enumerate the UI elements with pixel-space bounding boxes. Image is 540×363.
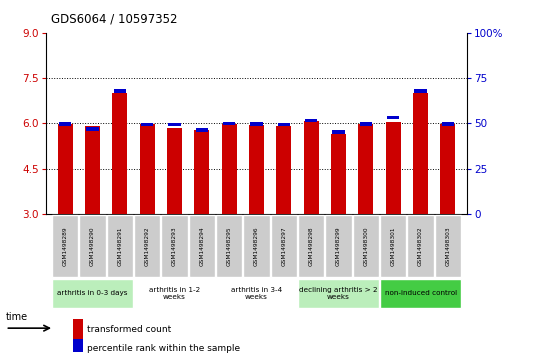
Text: GSM1498298: GSM1498298 [309,226,314,266]
Bar [167,128,182,214]
Bar [442,122,454,126]
Bar [216,215,242,277]
Bar [326,215,352,277]
Bar [333,130,345,134]
Bar [380,215,407,277]
Bar [380,279,461,307]
Text: GSM1498296: GSM1498296 [254,226,259,266]
Bar [415,89,427,93]
Bar [303,121,319,214]
Bar [221,125,237,214]
Bar [298,279,379,307]
Bar [223,122,235,125]
Text: arthritis in 1-2
weeks: arthritis in 1-2 weeks [149,287,200,299]
Bar [271,215,297,277]
Bar [73,339,83,359]
Bar [305,119,318,122]
Text: GDS6064 / 10597352: GDS6064 / 10597352 [51,12,178,25]
Bar [168,122,180,126]
Bar [73,319,83,339]
Bar [195,128,208,132]
Bar [276,126,292,214]
Bar [86,127,99,131]
Bar [298,215,325,277]
Text: declining arthritis > 2
weeks: declining arthritis > 2 weeks [299,287,378,299]
Text: GSM1498303: GSM1498303 [446,226,450,266]
Text: time: time [5,312,28,322]
Bar [134,279,215,307]
Bar [85,126,100,214]
Text: transformed count: transformed count [87,325,171,334]
Bar [251,122,262,126]
Bar [52,279,133,307]
Bar [59,122,71,126]
Bar [141,122,153,126]
Text: arthritis in 3-4
weeks: arthritis in 3-4 weeks [231,287,282,299]
Text: GSM1498297: GSM1498297 [281,226,286,266]
Bar [331,134,346,214]
Bar [360,122,372,126]
Bar [386,122,401,214]
Text: GSM1498300: GSM1498300 [363,226,368,266]
Bar [139,125,154,214]
Text: GSM1498289: GSM1498289 [63,226,68,266]
Bar [353,215,379,277]
Bar [58,124,72,214]
Text: GSM1498295: GSM1498295 [227,226,232,266]
Bar [413,93,428,214]
Text: GSM1498294: GSM1498294 [199,226,204,266]
Text: arthritis in 0-3 days: arthritis in 0-3 days [57,290,127,296]
Bar [113,89,126,93]
Bar [408,215,434,277]
Text: GSM1498290: GSM1498290 [90,226,95,266]
Bar [52,215,78,277]
Bar [278,122,290,126]
Text: non-induced control: non-induced control [384,290,457,296]
Bar [112,93,127,214]
Bar [161,215,187,277]
Text: GSM1498302: GSM1498302 [418,226,423,266]
Bar [387,115,400,119]
Bar [106,215,133,277]
Text: GSM1498292: GSM1498292 [145,226,150,266]
Text: GSM1498291: GSM1498291 [117,226,122,266]
Bar [441,125,455,214]
Bar [249,125,264,214]
Bar [435,215,461,277]
Bar [244,215,269,277]
Bar [194,130,210,214]
Bar [134,215,160,277]
Bar [359,125,374,214]
Text: GSM1498293: GSM1498293 [172,226,177,266]
Text: GSM1498301: GSM1498301 [391,226,396,266]
Text: GSM1498299: GSM1498299 [336,226,341,266]
Bar [216,279,297,307]
Text: percentile rank within the sample: percentile rank within the sample [87,344,240,353]
Bar [188,215,215,277]
Bar [79,215,105,277]
